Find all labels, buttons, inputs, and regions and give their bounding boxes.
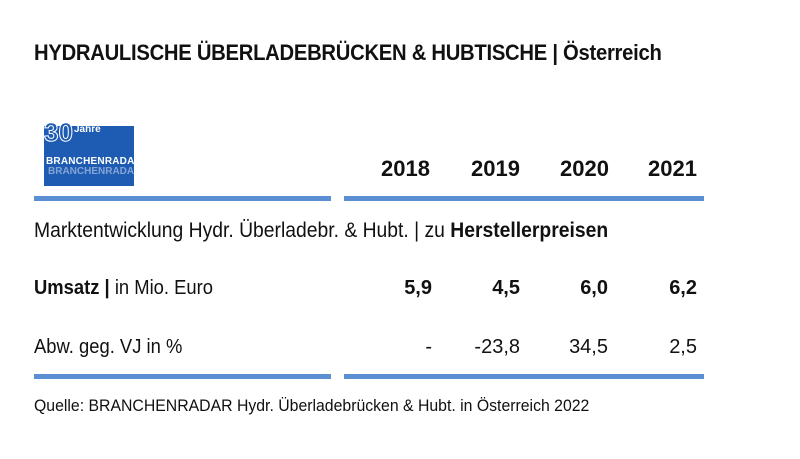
source-note: Quelle: BRANCHENRADAR Hydr. Überladebrüc… xyxy=(34,396,590,415)
year-2019: 2019 xyxy=(471,156,520,181)
logo-brand: BRANCHENRADAR xyxy=(46,156,142,167)
subheading-prefix: Marktentwicklung Hydr. Überladebr. & Hub… xyxy=(34,219,451,242)
umsatz-2019: 4,5 xyxy=(492,277,520,299)
header-divider-right xyxy=(344,196,704,201)
umsatz-label-bold: Umsatz | xyxy=(34,277,110,299)
umsatz-label: Umsatz | in Mio. Euro xyxy=(34,277,213,300)
umsatz-2018: 5,9 xyxy=(404,277,432,299)
subheading-emphasis: Herstellerpreisen xyxy=(450,219,609,242)
branchenradar-logo: 30 Jahre BRANCHENRADAR BRANCHENRADAR xyxy=(44,117,142,186)
logo-box xyxy=(44,126,134,186)
subheading: Marktentwicklung Hydr. Überladebr. & Hub… xyxy=(34,219,608,243)
abw-2019: -23,8 xyxy=(474,336,520,358)
page-title: HYDRAULISCHE ÜBERLADEBRÜCKEN & HUBTISCHE… xyxy=(34,40,662,65)
umsatz-2021: 6,2 xyxy=(669,277,697,299)
footer-divider-left xyxy=(34,374,331,379)
year-2018: 2018 xyxy=(381,156,430,181)
abw-label: Abw. geg. VJ in % xyxy=(34,336,183,358)
umsatz-label-rest: in Mio. Euro xyxy=(109,277,213,299)
footer-divider-right xyxy=(344,374,704,379)
logo-jahre: Jahre xyxy=(74,124,101,135)
logo-brand-ghost: BRANCHENRADAR xyxy=(48,166,142,177)
header-divider-left xyxy=(34,196,331,201)
year-2021: 2021 xyxy=(648,156,697,181)
year-2020: 2020 xyxy=(560,156,609,181)
abw-2021: 2,5 xyxy=(669,336,697,358)
logo-number: 30 xyxy=(44,117,74,147)
abw-2020: 34,5 xyxy=(569,336,608,358)
abw-2018: - xyxy=(425,336,432,358)
umsatz-2020: 6,0 xyxy=(580,277,608,299)
